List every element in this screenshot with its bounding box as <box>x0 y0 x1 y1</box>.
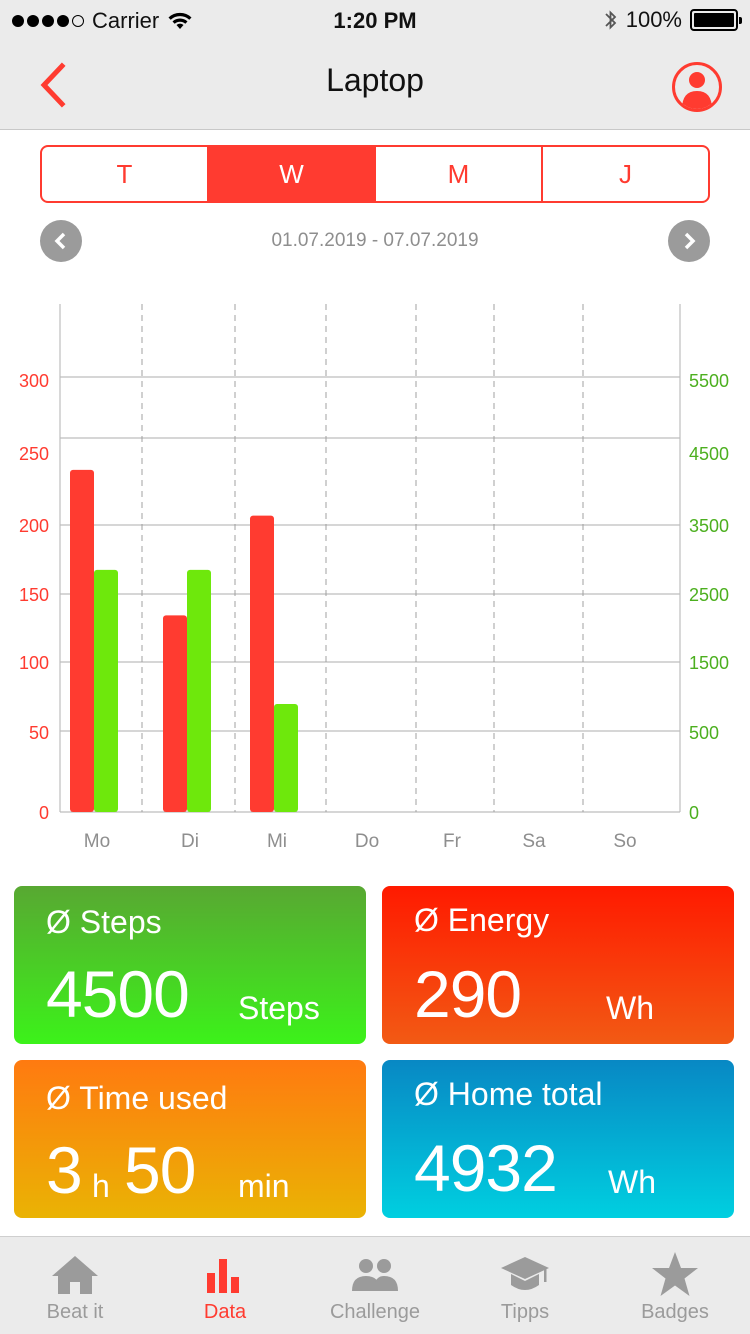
bluetooth-icon <box>605 10 616 30</box>
steps-bar[interactable] <box>94 569 118 812</box>
energy-bar[interactable] <box>163 615 187 812</box>
segment-week[interactable]: W <box>209 147 376 201</box>
avg-energy-unit: Wh <box>606 990 654 1026</box>
next-week-button[interactable] <box>668 220 710 262</box>
right-tick-label: 3500 <box>689 516 729 536</box>
tab-data[interactable]: Data <box>150 1237 300 1334</box>
avg-steps-label: Ø Steps <box>46 904 162 940</box>
wifi-icon <box>168 12 192 29</box>
graduation-cap-icon <box>501 1257 549 1290</box>
tab-tipps-label: Tipps <box>500 1301 550 1323</box>
category-label: Fr <box>443 831 462 852</box>
bar-chart-icon <box>207 1259 239 1293</box>
nav-bar: Laptop <box>0 40 750 130</box>
right-tick-label: 0 <box>689 803 699 823</box>
avg-time-hours: 3 <box>46 1133 83 1207</box>
avg-steps-card[interactable]: Ø Steps 4500 Steps <box>14 886 366 1044</box>
tab-badges-label: Badges <box>641 1301 709 1323</box>
avg-home-label: Ø Home total <box>414 1076 603 1112</box>
tab-challenge-label: Challenge <box>329 1301 421 1323</box>
left-tick-label: 300 <box>19 371 49 391</box>
avg-time-minutes: 50 <box>124 1133 196 1207</box>
left-tick-label: 50 <box>29 723 49 743</box>
tab-beat-it[interactable]: Beat it <box>0 1237 150 1334</box>
star-icon <box>652 1252 698 1296</box>
left-tick-label: 250 <box>19 444 49 464</box>
category-label: Mi <box>267 831 287 852</box>
left-tick-label: 100 <box>19 653 49 673</box>
back-button[interactable] <box>30 60 80 110</box>
right-tick-label: 1500 <box>689 653 729 673</box>
date-range-label: 01.07.2019 - 07.07.2019 <box>271 230 479 251</box>
chevron-left-icon <box>40 62 66 108</box>
home-icon <box>52 1256 98 1294</box>
tab-badges[interactable]: Badges <box>600 1237 750 1334</box>
tab-challenge[interactable]: Challenge <box>300 1237 450 1334</box>
previous-week-button[interactable] <box>40 220 82 262</box>
people-icon <box>352 1259 398 1291</box>
chevron-left-icon <box>54 232 66 250</box>
avg-steps-unit: Steps <box>238 990 320 1026</box>
category-label: Sa <box>522 831 546 852</box>
avg-home-unit: Wh <box>608 1164 656 1200</box>
category-label: Mo <box>84 831 110 852</box>
carrier-label: Carrier <box>92 8 160 33</box>
left-tick-label: 150 <box>19 585 49 605</box>
avg-time-used-card[interactable]: Ø Time used 3 h 50 min <box>14 1060 366 1218</box>
left-tick-label: 0 <box>39 803 49 823</box>
tab-data-label: Data <box>203 1301 247 1323</box>
status-left: Carrier <box>12 8 193 34</box>
profile-button[interactable] <box>672 62 722 112</box>
segment-month[interactable]: M <box>376 147 543 201</box>
status-time: 1:20 PM <box>333 8 417 33</box>
status-bar: Carrier 1:20 PM 100% <box>0 0 750 40</box>
tab-beat-it-label: Beat it <box>46 1301 104 1323</box>
chevron-right-icon <box>684 232 696 250</box>
signal-icon <box>12 15 84 27</box>
avg-time-hours-unit: h <box>92 1168 110 1204</box>
segment-day[interactable]: T <box>42 147 209 201</box>
right-tick-label: 500 <box>689 723 719 743</box>
page-title: Laptop <box>326 62 424 98</box>
tab-bar: Beat it Data Challenge <box>0 1236 750 1334</box>
category-label: Do <box>355 831 379 852</box>
avg-time-minutes-unit: min <box>238 1168 290 1204</box>
weekly-bar-chart: 0 50 100 150 200 250 300 0 500 1500 2500 3500 4500 55… <box>19 304 729 852</box>
avg-home-total-card[interactable]: Ø Home total 4932 Wh <box>382 1060 734 1218</box>
right-tick-label: 4500 <box>689 444 729 464</box>
status-right: 100% <box>604 7 742 33</box>
battery-percent: 100% <box>625 7 682 32</box>
user-avatar-icon <box>682 72 712 109</box>
avg-energy-label: Ø Energy <box>414 902 550 938</box>
period-segmented-control: T W M J <box>40 145 710 203</box>
segment-year[interactable]: J <box>619 158 632 189</box>
category-label: Di <box>181 831 199 852</box>
energy-bar[interactable] <box>70 469 94 812</box>
avg-steps-value: 4500 <box>46 957 190 1031</box>
battery-icon <box>690 9 742 31</box>
avg-energy-card[interactable]: Ø Energy 290 Wh <box>382 886 734 1044</box>
energy-bar[interactable] <box>250 515 274 812</box>
steps-bar[interactable] <box>274 704 298 812</box>
avg-energy-value: 290 <box>414 957 522 1031</box>
tab-tipps[interactable]: Tipps <box>450 1237 600 1334</box>
right-tick-label: 2500 <box>689 585 729 605</box>
category-label: So <box>613 831 636 852</box>
steps-bar[interactable] <box>187 569 211 812</box>
date-navigation: 01.07.2019 - 07.07.2019 <box>0 218 750 264</box>
right-tick-label: 5500 <box>689 371 729 391</box>
avg-home-value: 4932 <box>414 1131 558 1205</box>
left-tick-label: 200 <box>19 516 49 536</box>
avg-time-label: Ø Time used <box>46 1080 228 1116</box>
